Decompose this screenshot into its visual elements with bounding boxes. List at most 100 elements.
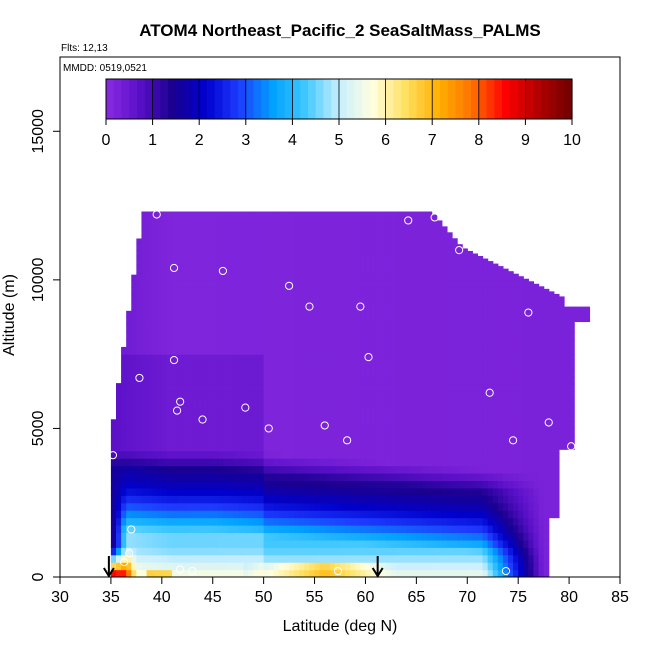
heatmap-cell [345, 339, 351, 348]
heatmap-cell [538, 376, 545, 385]
heatmap-cell [268, 346, 275, 355]
heatmap-cell [156, 406, 163, 415]
heatmap-cell [548, 413, 555, 422]
heatmap-cell [329, 287, 336, 296]
heatmap-cell [375, 413, 382, 422]
heatmap-cell [406, 227, 412, 236]
heatmap-cell [192, 539, 199, 548]
heatmap-cell [446, 465, 453, 474]
heatmap-cell [340, 547, 346, 556]
heatmap-cell [161, 398, 168, 407]
heatmap-cell [411, 450, 417, 459]
heatmap-cell [426, 458, 433, 467]
heatmap-cell [284, 279, 290, 288]
heatmap-cell [324, 383, 331, 392]
heatmap-cell [365, 406, 372, 415]
heatmap-cell [457, 510, 463, 519]
heatmap-cell [492, 309, 499, 318]
heatmap-cell [329, 413, 336, 422]
heatmap-cell [548, 361, 555, 370]
heatmap-cell [146, 257, 153, 266]
heatmap-cell [217, 235, 224, 244]
heatmap-cell [497, 443, 504, 452]
heatmap-cell [375, 525, 382, 534]
heatmap-cell [345, 517, 351, 526]
heatmap-cell [528, 480, 535, 489]
heatmap-cell [436, 487, 443, 496]
heatmap-cell [390, 406, 397, 415]
heatmap-cell [446, 562, 453, 571]
heatmap-cell [558, 383, 565, 392]
heatmap-cell [492, 383, 499, 392]
heatmap-cell [141, 525, 148, 534]
heatmap-cell [421, 502, 428, 511]
heatmap-cell [294, 406, 300, 415]
heatmap-cell [523, 346, 529, 355]
heatmap-cell [411, 346, 417, 355]
heatmap-cell [238, 257, 244, 266]
sample-marker [583, 296, 592, 305]
heatmap-cell [421, 510, 428, 519]
heatmap-cell [299, 227, 305, 236]
heatmap-cell [116, 547, 122, 556]
heatmap-cell [452, 238, 458, 244]
heatmap-cell [212, 302, 219, 311]
heatmap-cell [350, 413, 356, 422]
heatmap-cell [151, 294, 158, 303]
heatmap-cell [375, 265, 382, 274]
heatmap-cell [543, 547, 550, 556]
heatmap-cell [492, 465, 499, 474]
heatmap-cell [268, 376, 275, 385]
heatmap-cell [390, 383, 397, 392]
heatmap-cell [182, 242, 188, 251]
heatmap-cell [273, 495, 280, 504]
heatmap-cell [141, 354, 148, 363]
heatmap-cell [263, 413, 270, 422]
heatmap-cell [355, 257, 361, 266]
heatmap-cell [426, 279, 433, 288]
heatmap-cell [294, 346, 300, 355]
heatmap-cell [370, 354, 377, 363]
heatmap-cell [146, 435, 153, 444]
heatmap-cell [233, 383, 239, 392]
heatmap-cell [202, 428, 209, 437]
heatmap-cell [253, 294, 260, 303]
heatmap-cell [467, 547, 473, 556]
heatmap-cell [172, 458, 178, 467]
heatmap-cell [513, 562, 519, 571]
heatmap-cell [299, 502, 305, 511]
heatmap-cell [166, 421, 173, 430]
heatmap-cell [452, 242, 458, 251]
heatmap-cell [324, 213, 331, 222]
heatmap-cell [172, 502, 178, 511]
heatmap-cell [365, 458, 372, 467]
heatmap-cell [166, 324, 173, 333]
heatmap-cell [202, 211, 209, 214]
heatmap-cell [156, 421, 163, 430]
heatmap-cell [233, 435, 239, 444]
heatmap-cell [278, 324, 285, 333]
heatmap-cell [467, 435, 473, 444]
heatmap-cell [431, 214, 438, 222]
heatmap-cell [487, 383, 494, 392]
heatmap-cell [350, 480, 356, 489]
heatmap-cell [431, 324, 438, 333]
heatmap-cell [304, 354, 311, 363]
heatmap-cell [202, 465, 209, 474]
heatmap-cell [497, 487, 504, 496]
heatmap-cell [156, 391, 163, 400]
heatmap-cell [467, 250, 473, 259]
heatmap-cell [177, 242, 183, 251]
heatmap-cell [380, 495, 387, 504]
heatmap-cell [426, 211, 433, 214]
heatmap-cell [177, 279, 183, 288]
heatmap-cell [304, 539, 311, 548]
heatmap-cell [197, 220, 204, 229]
heatmap-cell [141, 361, 148, 370]
heatmap-cell [243, 510, 249, 519]
heatmap-cell [192, 211, 199, 214]
heatmap-cell [452, 562, 458, 571]
heatmap-cell [543, 443, 550, 452]
heatmap-cell [406, 302, 412, 311]
heatmap-cell [207, 317, 214, 326]
